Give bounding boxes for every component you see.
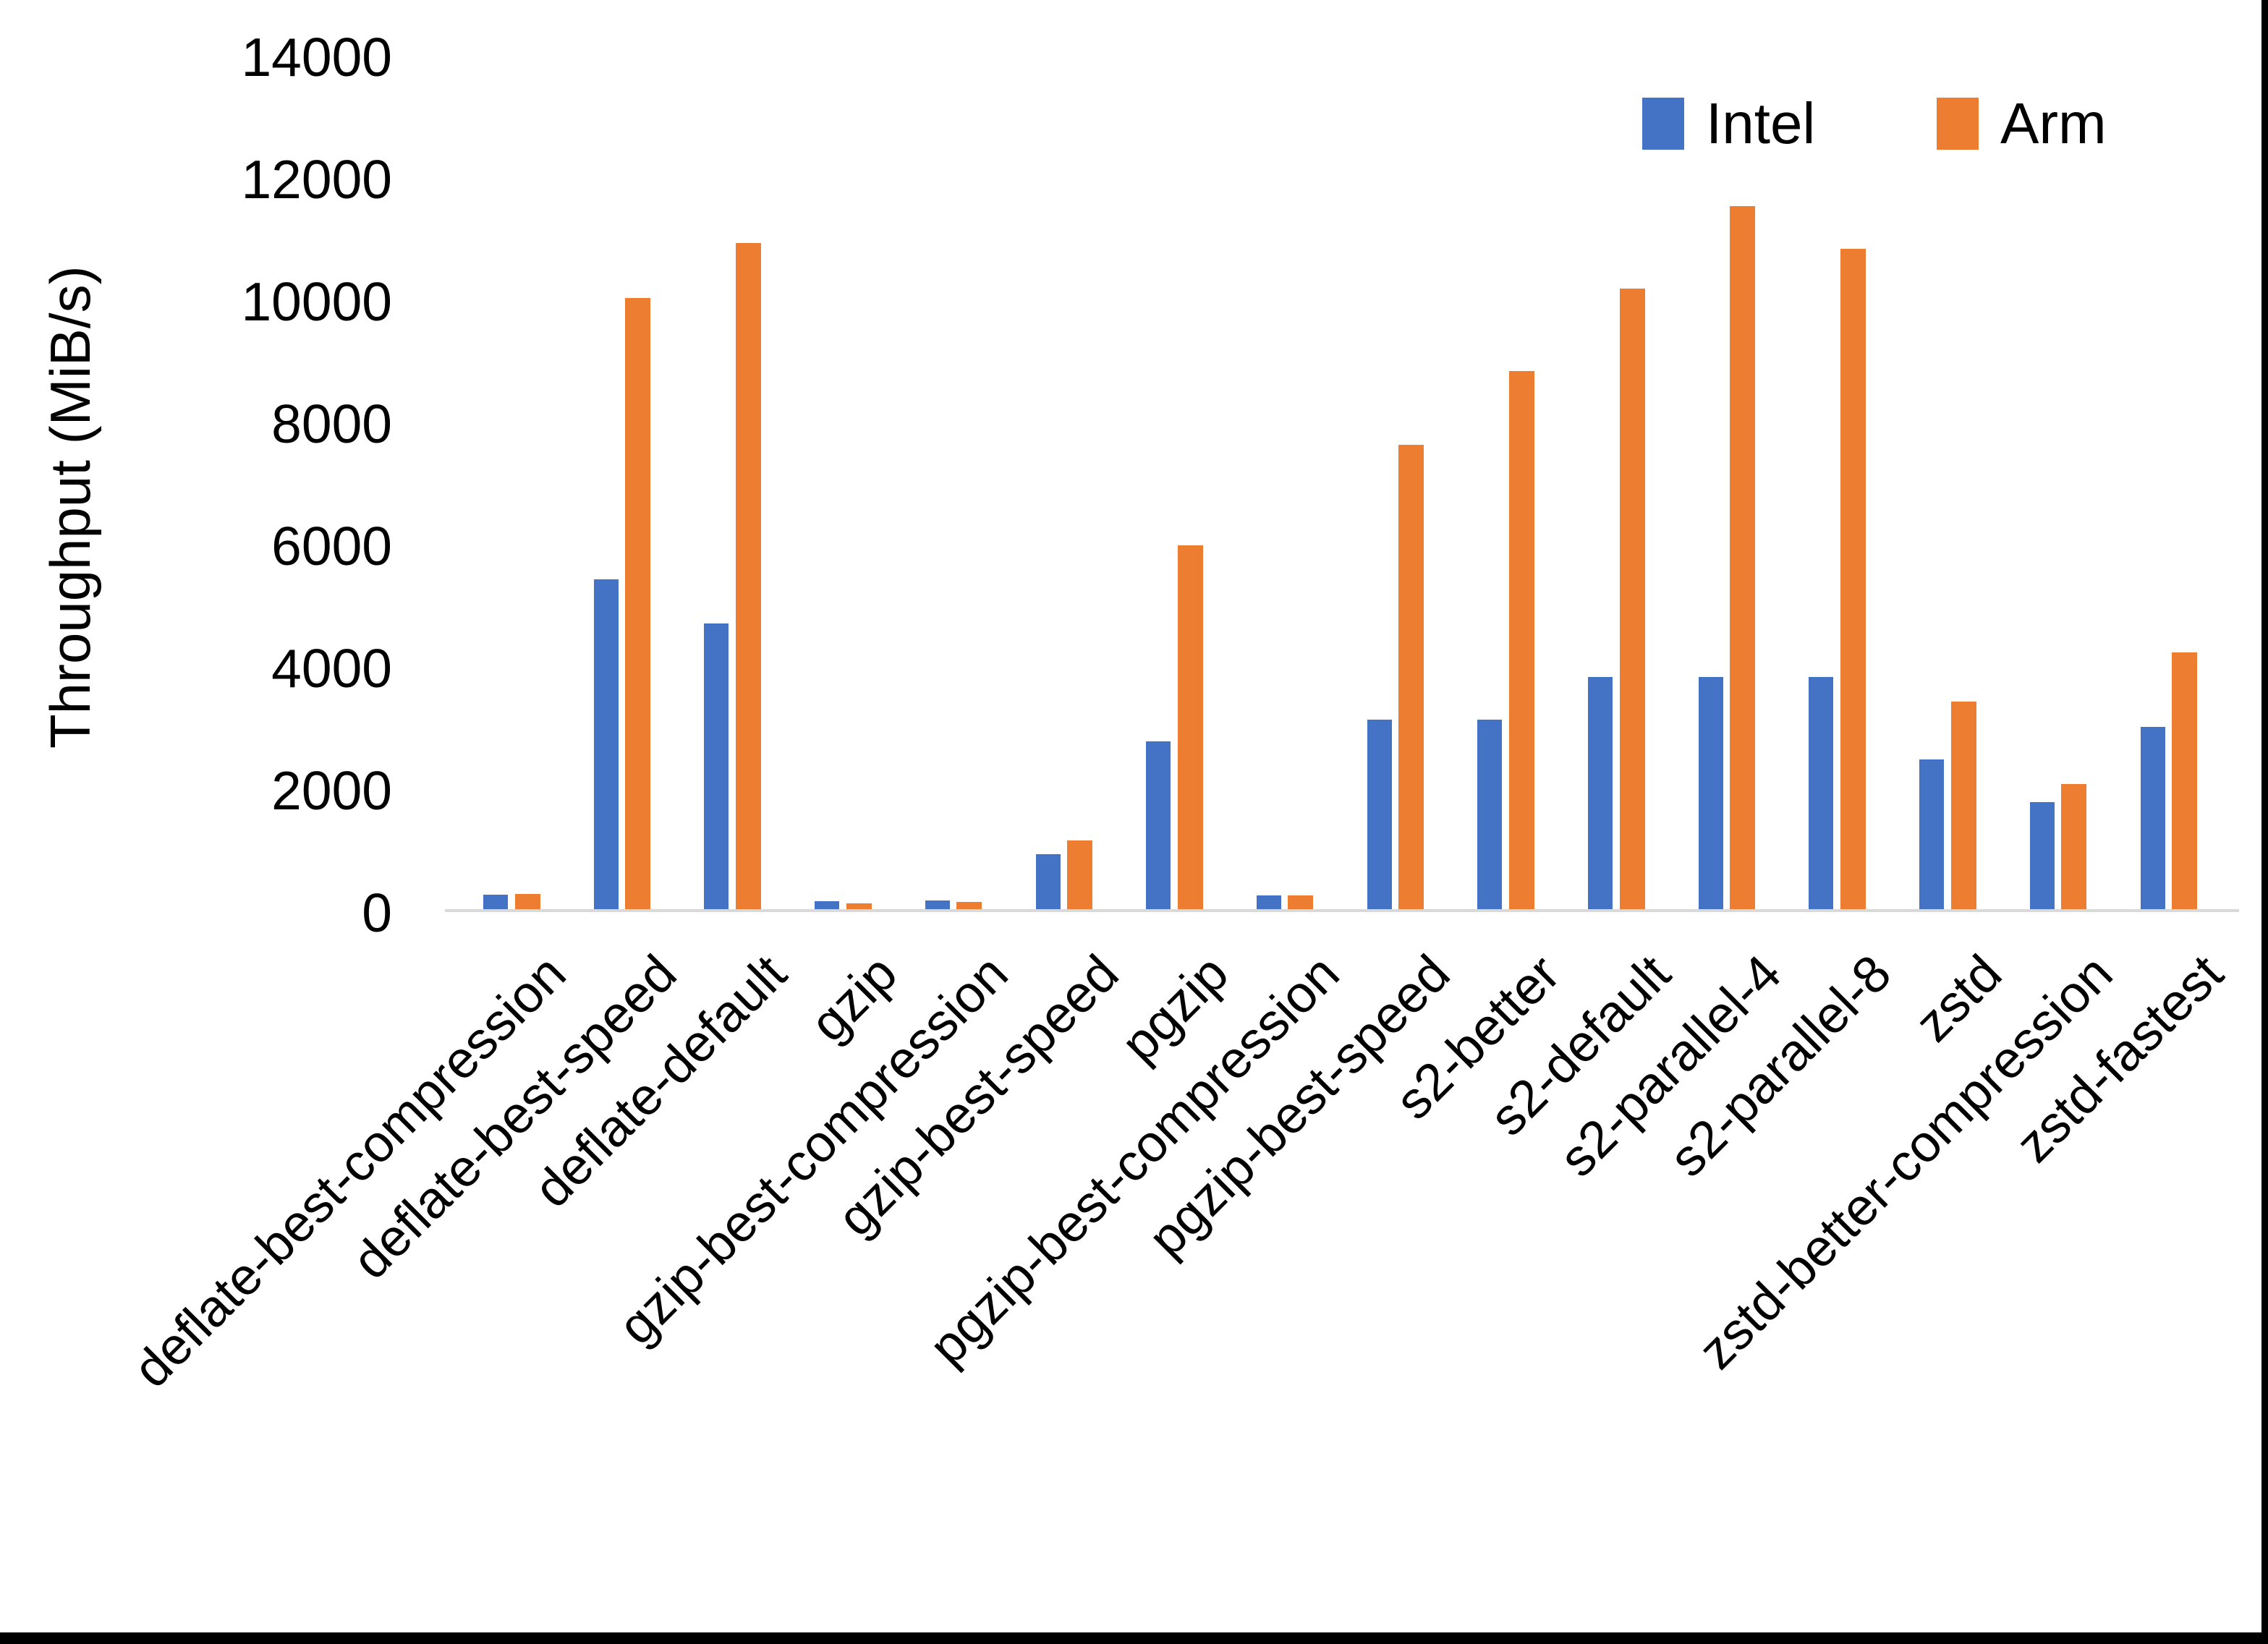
bar-arm-deflate-default (736, 243, 761, 909)
bar-arm-deflate-best-speed (625, 298, 650, 909)
arm-legend-swatch-icon (1937, 98, 1979, 150)
bar-arm-s2-parallel-4 (1730, 206, 1755, 909)
bar-intel-deflate-default (704, 623, 729, 909)
bar-arm-s2-better (1509, 371, 1534, 909)
intel-legend-swatch-icon (1642, 98, 1684, 150)
right-border (2261, 0, 2268, 1644)
bar-arm-deflate-best-compression (515, 894, 540, 909)
bar-intel-gzip (815, 901, 839, 909)
bar-intel-gzip-best-speed (1036, 854, 1061, 909)
y-tick-label-2000: 2000 (271, 760, 392, 821)
bar-arm-pgzip-best-compression (1288, 895, 1313, 909)
bar-arm-zstd-fastest (2172, 652, 2197, 909)
bar-arm-s2-parallel-8 (1840, 249, 1866, 909)
bar-intel-pgzip-best-compression (1257, 895, 1281, 909)
bar-intel-zstd-fastest (2141, 727, 2165, 909)
bottom-border (0, 1632, 2268, 1644)
legend-item-intel: Intel (1642, 93, 1815, 155)
bar-intel-pgzip (1146, 741, 1171, 909)
y-tick-label-8000: 8000 (271, 393, 392, 454)
bar-arm-gzip-best-speed (1067, 840, 1092, 909)
bar-arm-zstd-better-compression (2061, 784, 2086, 909)
bar-intel-deflate-best-speed (594, 579, 619, 909)
y-tick-label-0: 0 (362, 882, 392, 943)
bar-intel-zstd-better-compression (2030, 802, 2055, 909)
y-tick-label-4000: 4000 (271, 638, 392, 699)
bar-intel-deflate-best-compression (483, 895, 508, 909)
bar-arm-gzip-best-compression (956, 902, 982, 909)
y-tick-label-6000: 6000 (271, 516, 392, 576)
bar-arm-gzip (846, 903, 872, 909)
bar-arm-zstd (1951, 702, 1976, 909)
y-tick-label-10000: 10000 (241, 271, 392, 332)
legend-item-arm: Arm (1937, 93, 2107, 155)
intel-legend-label: Intel (1706, 91, 1816, 156)
bar-intel-s2-default (1588, 677, 1613, 909)
y-tick-label-14000: 14000 (241, 27, 392, 88)
bar-intel-gzip-best-compression (925, 900, 950, 909)
bar-arm-s2-default (1620, 289, 1645, 909)
arm-legend-label: Arm (2000, 91, 2107, 156)
x-label-deflate-best-compression: deflate-best-compression (122, 944, 577, 1399)
bar-intel-pgzip-best-speed (1367, 720, 1392, 909)
bar-intel-s2-parallel-4 (1699, 677, 1723, 909)
y-tick-label-12000: 12000 (241, 149, 392, 210)
bar-arm-pgzip-best-speed (1398, 445, 1424, 909)
bar-intel-zstd (1919, 759, 1944, 909)
bar-intel-s2-parallel-8 (1809, 677, 1833, 909)
bar-intel-s2-better (1477, 720, 1502, 909)
bar-arm-pgzip (1178, 545, 1203, 909)
x-axis-baseline (445, 909, 2239, 912)
